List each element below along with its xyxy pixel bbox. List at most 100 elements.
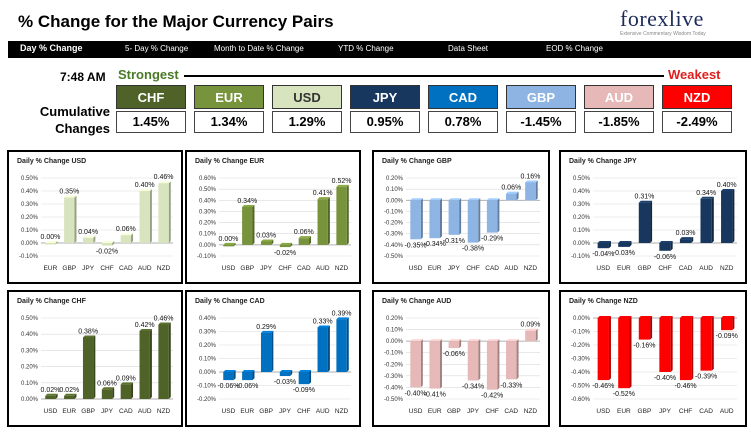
y-tick-label: 0.30% xyxy=(21,348,39,354)
y-tick-label: 0.20% xyxy=(573,215,591,221)
bar xyxy=(679,318,692,381)
chart-title-jpy: Daily % Change JPY xyxy=(569,158,637,165)
y-tick-label: -0.10% xyxy=(19,254,39,260)
x-tick-label: JPY xyxy=(467,408,480,415)
bar xyxy=(525,182,536,201)
bar-top xyxy=(721,189,735,191)
bar-side xyxy=(168,181,171,243)
currency-value: -1.85% xyxy=(584,111,654,133)
bar-side xyxy=(439,198,442,239)
chart-panel-cad: Daily % Change CAD 0.40% 0.30% 0.20% 0.10% 0… xyxy=(185,290,361,427)
x-tick-label: NZD xyxy=(524,265,538,272)
chart-usd: 0.50%0.40%0.30%0.20%0.10%0.00%-0.10%0.00… xyxy=(19,174,174,272)
chart-panel-chf: Daily % Change CHF 0.50% 0.40% 0.30% 0.20% 0… xyxy=(7,290,183,427)
bar-top xyxy=(260,239,274,242)
y-tick-label: 0.30% xyxy=(199,209,217,215)
data-label: -0.02% xyxy=(274,250,296,257)
bar-side xyxy=(516,191,519,201)
bar-side xyxy=(711,316,714,371)
bar-top xyxy=(139,328,152,331)
data-label: 0.33% xyxy=(313,318,333,325)
bar-top xyxy=(525,328,538,331)
x-tick-label: AUD xyxy=(699,265,713,272)
bar-top xyxy=(242,204,255,207)
data-label: -0.52% xyxy=(613,391,635,398)
forexlive-logo[interactable]: forexlive Extensive Commentary Wisdom To… xyxy=(620,6,720,38)
bar xyxy=(158,324,169,399)
currency-value: 1.34% xyxy=(194,111,264,133)
bar xyxy=(45,243,56,245)
currency-name: CHF xyxy=(116,85,186,109)
currency-name: CAD xyxy=(428,85,498,109)
chart-title-aud: Daily % Change AUD xyxy=(382,298,452,305)
currency-value: 0.95% xyxy=(350,111,420,133)
bar-top xyxy=(506,191,519,194)
bar-top xyxy=(158,181,171,184)
bar xyxy=(467,341,479,381)
bar xyxy=(317,327,328,372)
x-tick-label: EUR xyxy=(62,408,76,415)
bar-side xyxy=(439,339,442,389)
y-tick-label: -0.10% xyxy=(571,330,591,336)
bar-top xyxy=(45,393,58,396)
y-tick-label: -0.10% xyxy=(571,254,591,260)
x-tick-label: CHF xyxy=(100,265,113,272)
nav-data-sheet[interactable]: Data Sheet xyxy=(448,44,489,53)
x-tick-label: AUD xyxy=(316,265,330,272)
y-tick-label: 0.40% xyxy=(199,316,217,322)
bar-side xyxy=(55,241,58,245)
y-tick-label: -0.60% xyxy=(571,397,591,403)
nav-ytd-change[interactable]: YTD % Change xyxy=(338,44,394,53)
bar xyxy=(158,183,169,243)
chart-panel-usd: Daily % Change USD 0.50% 0.40% 0.30% 0.20% 0… xyxy=(7,150,183,284)
x-tick-label: GBP xyxy=(638,408,652,415)
data-label: -0.41% xyxy=(424,392,446,399)
timestamp: 7:48 AM xyxy=(60,70,106,84)
logo-word: forexlive xyxy=(620,6,704,31)
data-label: 0.34% xyxy=(696,190,716,197)
bar-side xyxy=(346,317,349,372)
bar xyxy=(298,238,310,245)
bar-top xyxy=(486,198,500,201)
bar-top xyxy=(700,196,714,199)
x-tick-label: CAD xyxy=(504,408,518,415)
bar-top xyxy=(101,387,115,390)
nav-month-to-date[interactable]: Month to Date % Change xyxy=(214,44,304,53)
bar xyxy=(279,244,291,248)
currency-name: USD xyxy=(272,85,342,109)
chart-title-usd: Daily % Change USD xyxy=(17,158,87,165)
data-label: -0.34% xyxy=(462,383,484,390)
nav-day-change[interactable]: Day % Change xyxy=(20,43,83,53)
bar-side xyxy=(478,339,481,381)
bar-top xyxy=(64,195,77,198)
y-tick-label: 0.10% xyxy=(199,357,217,363)
bar xyxy=(638,318,651,340)
x-tick-label: GBP xyxy=(62,265,76,272)
bar-side xyxy=(346,184,349,245)
bar-side xyxy=(478,198,481,243)
bar-side xyxy=(131,382,134,399)
y-tick-label: -0.40% xyxy=(384,243,404,249)
nav-eod-change[interactable]: EOD % Change xyxy=(546,44,603,53)
bar-side xyxy=(290,242,293,248)
bar-side xyxy=(309,370,312,385)
bar xyxy=(429,341,440,389)
x-tick-label: CAD xyxy=(297,265,311,272)
chart-title-cad: Daily % Change CAD xyxy=(195,298,265,305)
y-tick-label: 0.00% xyxy=(199,243,217,249)
bar-top xyxy=(467,198,481,201)
bar-side xyxy=(327,197,330,245)
nav-5day-change[interactable]: 5- Day % Change xyxy=(125,44,189,53)
bar-top xyxy=(298,236,312,239)
bar xyxy=(721,191,733,243)
data-label: 0.40% xyxy=(717,182,737,189)
bar xyxy=(101,243,113,246)
bar-side xyxy=(112,387,115,399)
bar-side xyxy=(131,233,134,243)
y-tick-label: 0.40% xyxy=(21,189,39,195)
bar-side xyxy=(650,316,653,340)
bar xyxy=(659,243,671,251)
bar xyxy=(336,186,347,245)
chart-panel-aud: Daily % Change AUD 0.20% 0.10% 0.00% -0.10%… xyxy=(372,290,550,427)
data-label: 0.42% xyxy=(135,322,155,329)
